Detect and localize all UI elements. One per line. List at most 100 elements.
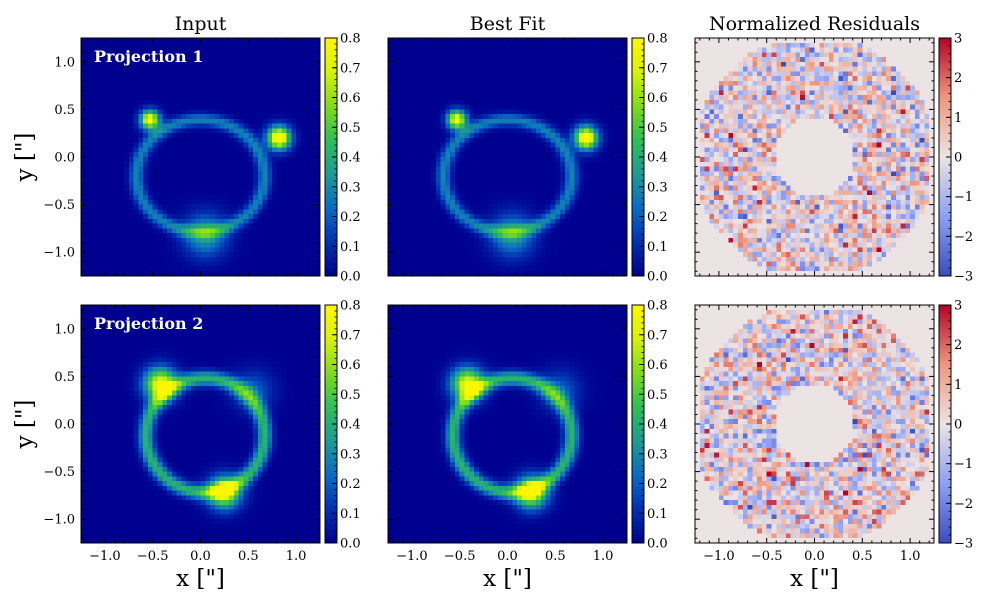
colorbar-tick-label: 0.6 [340,358,361,373]
ytick-label: 0.5 [54,370,75,385]
projection-label: Projection 1 [94,47,203,66]
colorbar-tick-label: 0.4 [340,418,361,433]
ytick-label: 0.0 [54,418,75,433]
panel-bestfit-proj2: −1.0 −0.5 0.0 0.5 1.0 x ["] 0.0 0.1 0.2 0.3 0.4 0.5… [387,299,668,592]
xtick-label: 0.0 [190,549,211,564]
colorbar-tick-label: 0.4 [340,151,361,166]
colorbar-tick-label: 0.0 [647,537,668,552]
colorbar-tick-label: −3 [954,537,973,552]
colorbar-tick-label: 0.8 [647,299,668,314]
ytick-label: −1.0 [43,513,75,528]
bestfit-proj1-heatmap-image [388,38,628,277]
x-axis-label: x ["] [176,566,225,592]
panel-title: Normalized Residuals [709,13,920,35]
input-proj2-heatmap-image [81,305,321,544]
xtick-label: −1.0 [703,549,735,564]
colorbar-tick-label: 0.6 [647,91,668,106]
colorbar-tick-label: 2 [954,71,962,86]
colorbar-tick-label: 2 [954,338,962,353]
bestfit-proj2-heatmap-image [388,305,628,544]
residuals-proj2-heatmap-image [695,305,935,544]
colorbar-tick-label: 0.1 [647,240,668,255]
xtick-label: 1.0 [286,549,307,564]
colorbar-tick-label: 0.6 [340,91,361,106]
panel-input-proj1: −1.0 −0.5 0.0 0.5 1.0 Input y ["] Projection 1 0… [12,13,361,285]
colorbar-tick-label: 0.7 [340,61,361,76]
colorbar-tick-label: 0.3 [647,180,668,195]
colorbar-tick-label: 0.3 [340,180,361,195]
input-proj1-heatmap-image [81,38,321,277]
xtick-label: −1.0 [396,549,428,564]
panel-residuals-proj1: Normalized Residuals −3 −2 −1 0 1 2 3 [694,13,973,285]
input-proj1-colorbar: 0.0 0.1 0.2 0.3 0.4 0.5 0.6 0.7 0.8 [324,32,361,285]
colorbar-tick-label: 0.2 [647,477,668,492]
panel-title: Best Fit [470,13,546,35]
y-axis-label: y ["] [12,133,38,183]
input-proj2-axes [81,305,320,543]
colorbar-tick-label: 1 [954,378,962,393]
colorbar-tick-label: −2 [954,230,973,245]
colorbar-tick-label: 0.3 [647,447,668,462]
colorbar-tick-label: −2 [954,497,973,512]
bestfit-proj1-axes [388,38,627,276]
colorbar-tick-label: 3 [954,299,962,314]
colorbar-tick-label: 1 [954,111,962,126]
colorbar-tick-label: 0.5 [340,121,361,136]
residuals-proj2-colorbar: −3 −2 −1 0 1 2 3 [938,299,973,552]
colorbar-tick-label: 0.8 [647,32,668,47]
colorbar-tick-label: 0.0 [647,270,668,285]
panel-bestfit-proj1: Best Fit 0.0 0.1 0.2 0.3 0.4 0.5 0.6 0.7 0.8 [387,13,668,285]
ytick-label: −0.5 [43,198,75,213]
ytick-label: 1.0 [54,55,75,70]
xtick-label: −0.5 [751,549,783,564]
residuals-proj1-axes [695,38,934,276]
bestfit-proj2-axes [388,305,627,543]
y-axis-label: y ["] [12,400,38,450]
xtick-label: 0.5 [238,549,259,564]
residuals-proj2-axes [695,305,934,543]
colorbar-tick-label: 0.0 [340,537,361,552]
colorbar-tick-label: 0.7 [340,328,361,343]
colorbar-tick-label: 0 [954,151,962,166]
colorbar-tick-label: −3 [954,270,973,285]
colorbar-tick-label: 0.7 [647,328,668,343]
colorbar-tick-label: 0.3 [340,447,361,462]
xtick-label: 1.0 [900,549,921,564]
colorbar-tick-label: −1 [954,457,973,472]
xtick-label: 0.0 [804,549,825,564]
bestfit-proj1-colorbar: 0.0 0.1 0.2 0.3 0.4 0.5 0.6 0.7 0.8 [631,32,668,285]
x-axis-label: x ["] [483,566,532,592]
colorbar-tick-label: 0.6 [647,358,668,373]
ytick-label: 0.0 [54,151,75,166]
colorbar-tick-label: 0.8 [340,32,361,47]
panel-input-proj2: −1.0 −0.5 0.0 0.5 1.0 −1.0 −0.5 0.0 0.5 1.0 x ["] y… [12,299,361,593]
colorbar-tick-label: 0.2 [340,210,361,225]
colorbar-tick-label: 0.2 [647,210,668,225]
residuals-proj1-colorbar: −3 −2 −1 0 1 2 3 [938,32,973,285]
xtick-label: −1.0 [89,549,121,564]
colorbar-tick-label: 0.5 [340,388,361,403]
ytick-label: 0.5 [54,103,75,118]
bestfit-proj2-colorbar: 0.0 0.1 0.2 0.3 0.4 0.5 0.6 0.7 0.8 [631,299,668,552]
xtick-label: 0.5 [852,549,873,564]
xtick-label: −0.5 [444,549,476,564]
xtick-label: 0.0 [497,549,518,564]
projection-label: Projection 2 [94,314,203,333]
residuals-proj1-heatmap-image [695,38,935,277]
colorbar-tick-label: 0.0 [340,270,361,285]
colorbar-tick-label: 0.1 [340,507,361,522]
colorbar-tick-label: 0.8 [340,299,361,314]
xtick-label: 0.5 [545,549,566,564]
colorbar-tick-label: 0.2 [340,477,361,492]
x-axis-label: x ["] [790,566,839,592]
panel-title: Input [175,13,227,35]
colorbar-tick-label: 0.4 [647,151,668,166]
colorbar-tick-label: 0.1 [647,507,668,522]
input-proj2-colorbar: 0.0 0.1 0.2 0.3 0.4 0.5 0.6 0.7 0.8 [324,299,361,552]
ytick-label: −1.0 [43,246,75,261]
xtick-label: −0.5 [137,549,169,564]
colorbar-tick-label: 0.4 [647,418,668,433]
colorbar-tick-label: 0 [954,418,962,433]
colorbar-tick-label: 0.5 [647,121,668,136]
